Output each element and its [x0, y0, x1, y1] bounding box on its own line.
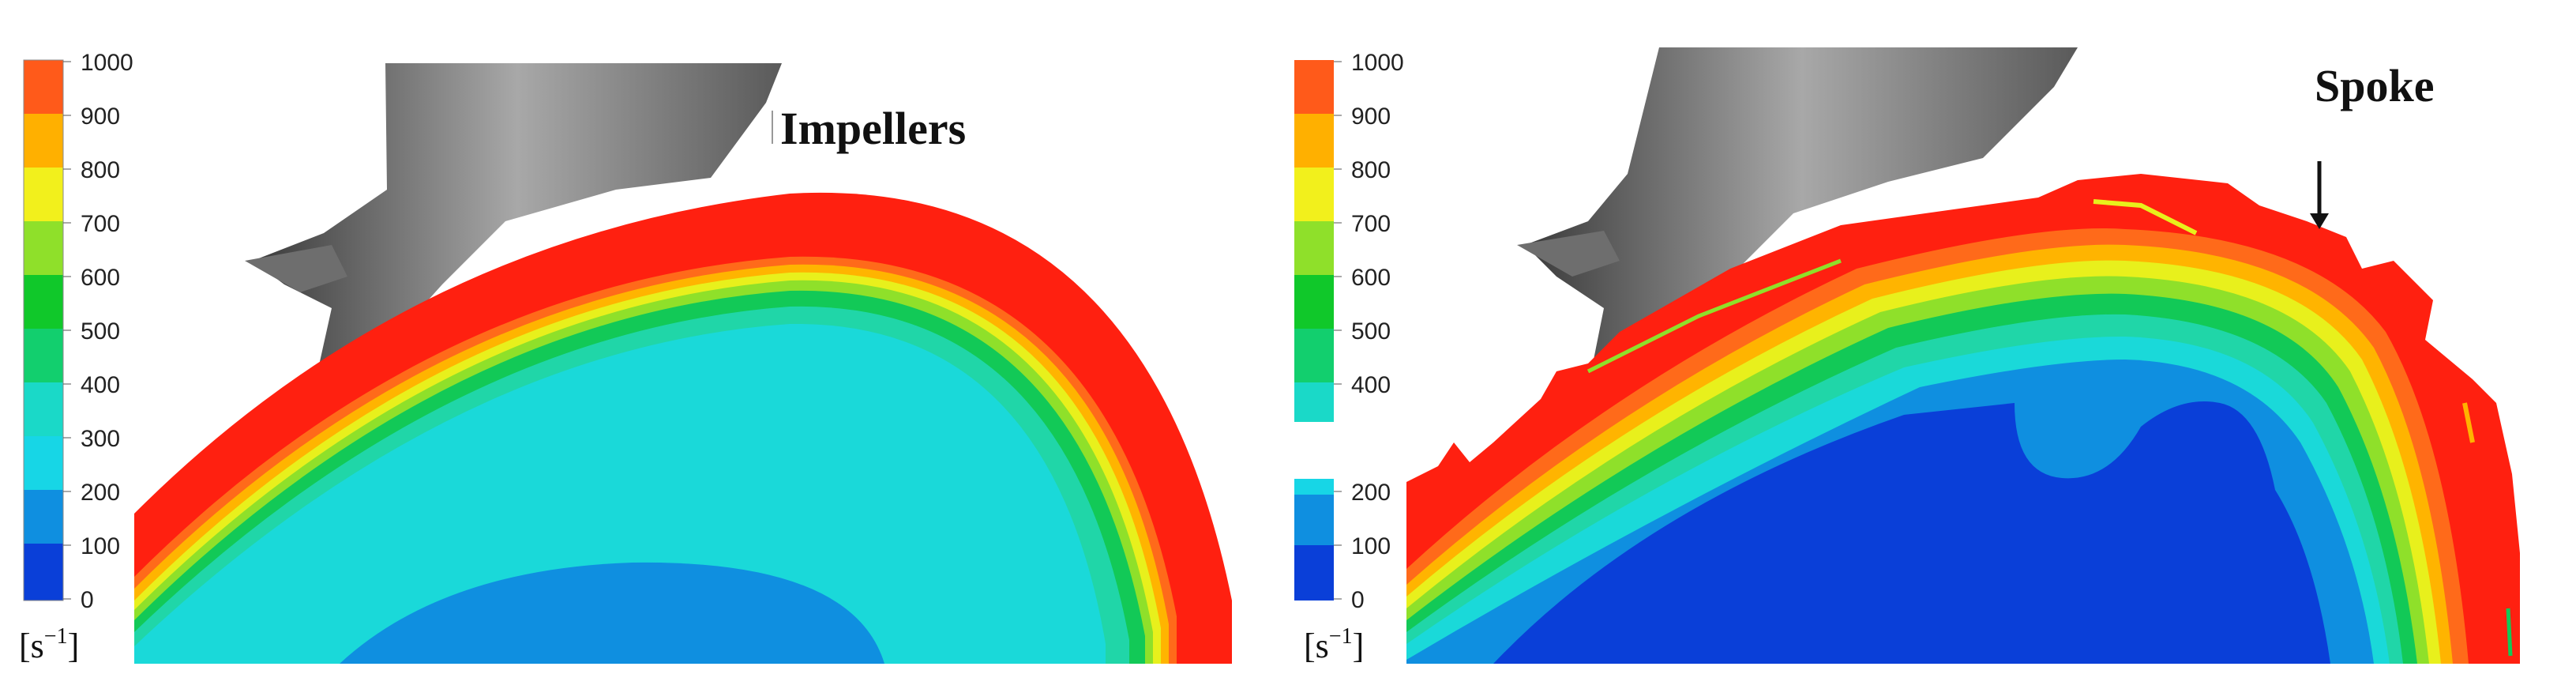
colorbar-segment: [24, 436, 63, 490]
left-figure: 1000 900 800 700 600 500 400 300 200 100…: [19, 50, 1232, 665]
colorbar-segment: [1294, 114, 1334, 168]
colorbar-segment: [24, 490, 63, 544]
tick-label: 400: [1351, 372, 1391, 398]
colorbar-left: 1000 900 800 700 600 500 400 300 200 100…: [19, 50, 133, 665]
strain-rate-contour-right: [1406, 174, 2520, 664]
impeller-blade: [1517, 47, 2078, 387]
tick-label: 700: [1351, 211, 1391, 237]
colorbar-segment: [24, 114, 63, 168]
tick-label: 1000: [81, 50, 133, 76]
tick-label: 900: [1351, 104, 1391, 130]
tick-label: 1000: [1351, 50, 1404, 76]
tick-label: 900: [81, 104, 120, 130]
colorbar-segment: [1294, 168, 1334, 221]
colorbar-segment: [24, 168, 63, 221]
colorbar-segment: [1294, 329, 1334, 382]
tick-label: 800: [81, 157, 120, 183]
tick-label: 0: [1351, 587, 1365, 613]
strain-rate-contour-left: [134, 192, 1232, 664]
tick-label: 300: [81, 426, 120, 452]
colorbar-ticks: [1334, 61, 1342, 600]
tick-label: 200: [81, 480, 120, 506]
colorbar-unit: [s−1]: [1304, 624, 1364, 665]
tick-label: 600: [1351, 265, 1391, 291]
impeller-blade: [245, 63, 782, 379]
colorbar-ticks: [63, 61, 71, 600]
right-figure: 1000 900 800 700 600 500 400 200 100 0 […: [1294, 47, 2520, 665]
colorbar-segment: [24, 544, 63, 601]
colorbar-segment: [1294, 382, 1334, 422]
colorbar-unit: [s−1]: [19, 624, 79, 665]
colorbar-segment: [24, 329, 63, 382]
tick-label: 500: [81, 318, 120, 344]
colorbar-segment: [24, 382, 63, 436]
annotation-spoke: Spoke: [2315, 60, 2435, 111]
tick-label: 400: [81, 372, 120, 398]
colorbar-segment: [24, 275, 63, 329]
tick-label: 0: [81, 587, 94, 613]
colorbar-segment: [1294, 60, 1334, 114]
colorbar-segment: [1294, 479, 1334, 495]
tick-label: 700: [81, 211, 120, 237]
tick-label: 500: [1351, 318, 1391, 344]
tick-label: 100: [81, 533, 120, 559]
colorbar-segment: [1294, 545, 1334, 601]
tick-label: 600: [81, 265, 120, 291]
colorbar-segment: [1294, 275, 1334, 329]
colorbar-segment: [24, 221, 63, 275]
colorbar-segment: [1294, 221, 1334, 275]
spoke-arrow: [2310, 161, 2329, 229]
tick-label: 100: [1351, 533, 1391, 559]
tick-label: 200: [1351, 480, 1391, 506]
colorbar-segment: [1294, 495, 1334, 545]
left-panel: 1000 900 800 700 600 500 400 300 200 100…: [19, 50, 1232, 665]
tick-label: 800: [1351, 157, 1391, 183]
colorbar-right: 1000 900 800 700 600 500 400 200 100 0 […: [1294, 50, 1404, 665]
right-panel: 1000 900 800 700 600 500 400 200 100 0 […: [1288, 0, 2576, 689]
annotation-impellers: Impellers: [780, 103, 966, 154]
colorbar-segment: [24, 60, 63, 114]
